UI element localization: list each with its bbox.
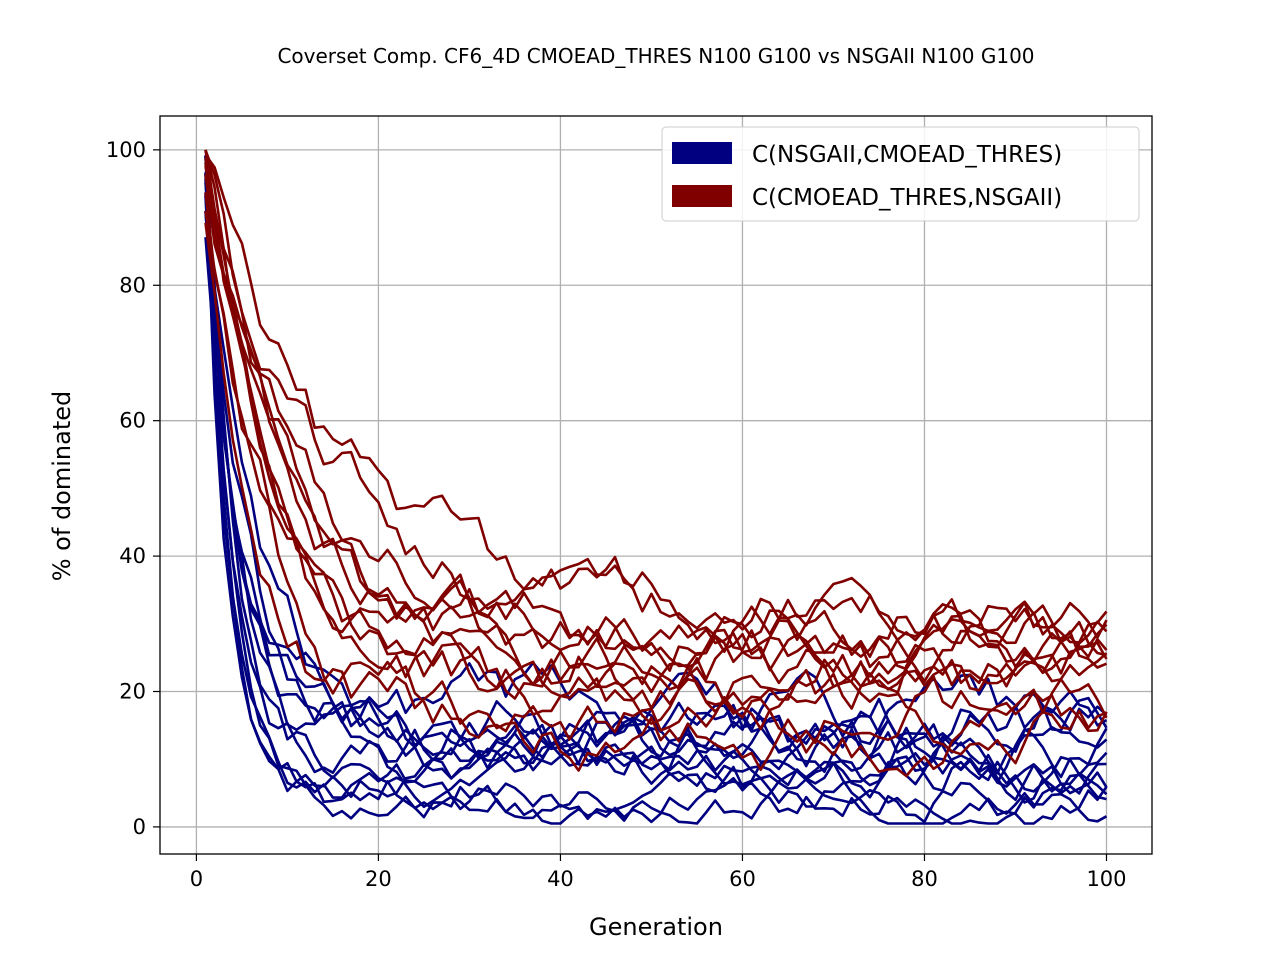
series-cmoead-run-3: [204, 149, 1107, 683]
series-cmoead-run-10: [204, 165, 1107, 765]
legend-swatch-nsgaii: [672, 142, 732, 164]
series-nsgaii-run-1: [204, 155, 1108, 804]
legend-label-nsgaii: C(NSGAII,CMOEAD_THRES): [752, 142, 1062, 168]
series-cmoead-run-7: [204, 149, 1108, 675]
x-tick-label: 100: [1086, 867, 1126, 891]
series-nsgaii-run-8: [204, 192, 1108, 754]
chart-title: Coverset Comp. CF6_4D CMOEAD_THRES N100 …: [277, 44, 1034, 68]
series-cmoead-run-4: [204, 192, 1108, 731]
legend-label-cmoead: C(CMOEAD_THRES,NSGAII): [752, 185, 1062, 211]
y-tick-label: 100: [106, 138, 146, 162]
x-tick-label: 60: [729, 867, 756, 891]
axis-ticks: 0 20 40 60 80 100 0 20 40 60 80 100: [106, 138, 1127, 891]
series-nsgaii-run-12: [204, 210, 1108, 785]
x-tick-label: 20: [365, 867, 392, 891]
x-tick-label: 40: [547, 867, 574, 891]
series-nsgaii-run-3: [204, 182, 1108, 767]
series-cmoead-run-11: [204, 149, 1108, 694]
series-cmoead-run-9: [204, 153, 1108, 660]
x-axis-label: Generation: [589, 913, 723, 941]
grid-lines: [160, 116, 1152, 854]
y-tick-label: 80: [119, 273, 146, 297]
series-nsgaii-run-2: [204, 195, 1108, 825]
series-cmoead-run-5: [204, 162, 1108, 645]
series-nsgaii-run-6: [204, 237, 1108, 792]
x-tick-label: 0: [190, 867, 203, 891]
legend-swatch-cmoead: [672, 185, 732, 207]
y-tick-label: 20: [119, 680, 146, 704]
legend: C(NSGAII,CMOEAD_THRES) C(CMOEAD_THRES,NS…: [661, 126, 1140, 222]
series-cmoead-run-6: [204, 174, 1108, 700]
y-tick-label: 0: [133, 815, 146, 839]
series-nsgaii-run-7: [204, 179, 1107, 809]
plot-series: [204, 149, 1108, 825]
series-nsgaii-run-9: [204, 172, 1108, 825]
x-tick-label: 80: [911, 867, 938, 891]
y-tick-label: 60: [119, 409, 146, 433]
series-cmoead-run-12: [204, 222, 1108, 778]
legend-frame: [661, 126, 1140, 222]
y-tick-label: 40: [119, 544, 146, 568]
series-nsgaii-run-10: [204, 211, 1108, 775]
y-axis-label: % of dominated: [48, 391, 76, 582]
series-cmoead-run-8: [204, 210, 1108, 745]
plot-frame: [159, 115, 1153, 855]
series-nsgaii-run-11: [204, 173, 1108, 825]
